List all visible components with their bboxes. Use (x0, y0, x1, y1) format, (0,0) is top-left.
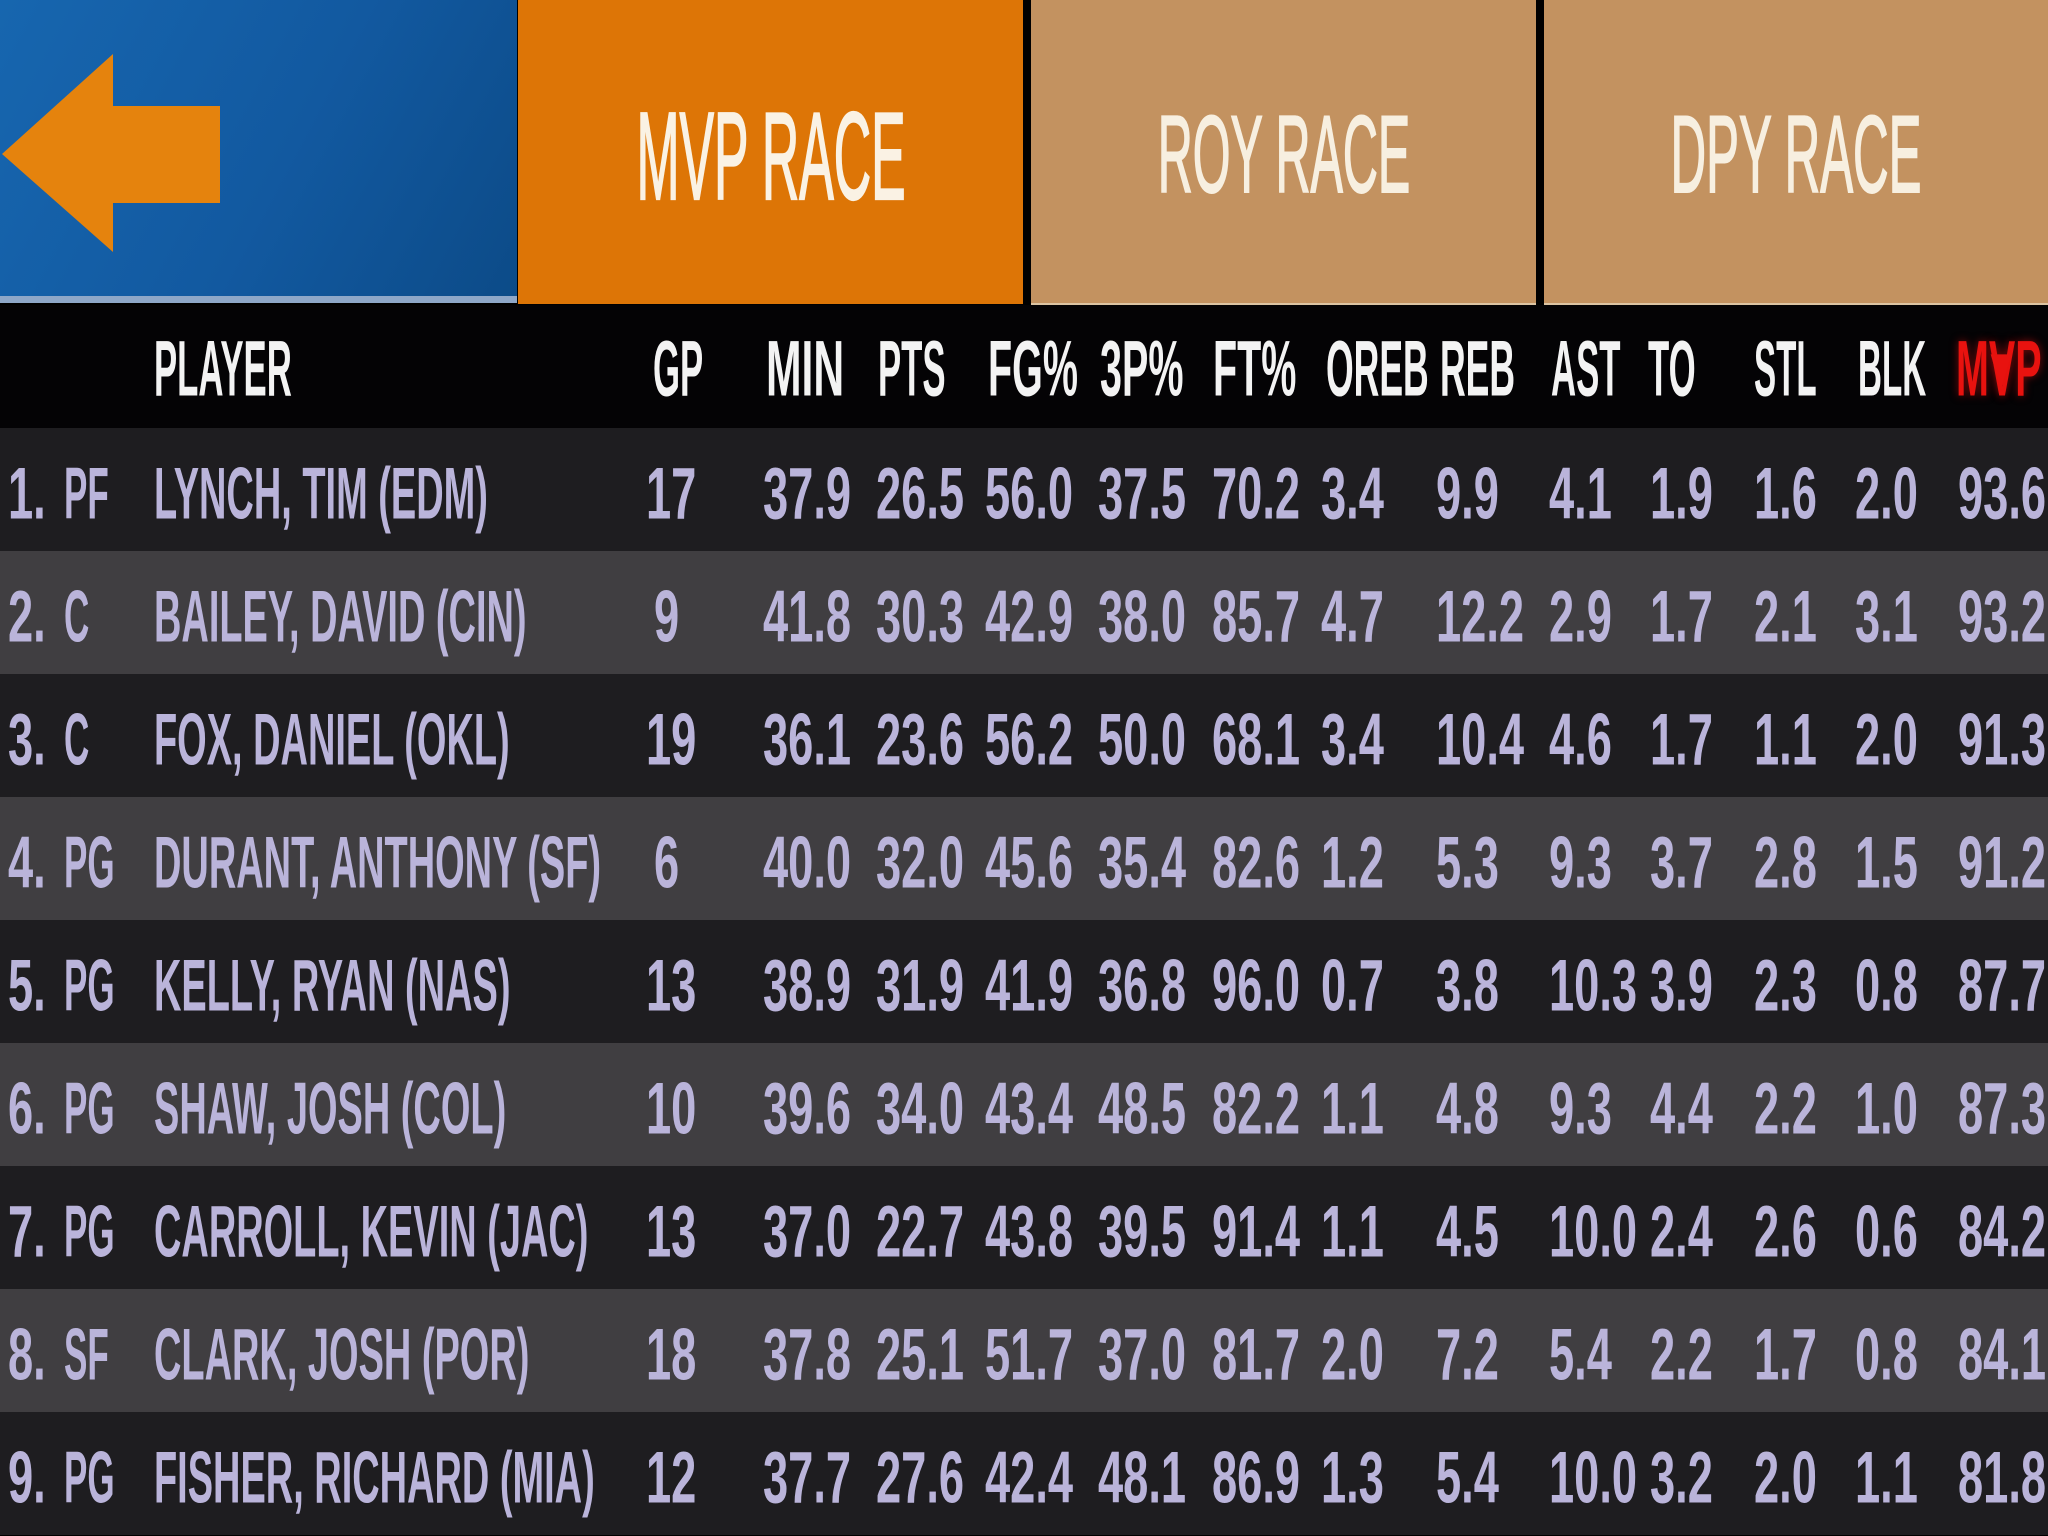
svg-text:ROY RACE: ROY RACE (1158, 94, 1410, 217)
svg-text:DPY RACE: DPY RACE (1670, 94, 1921, 217)
svg-text:MVP RACE: MVP RACE (636, 88, 905, 226)
